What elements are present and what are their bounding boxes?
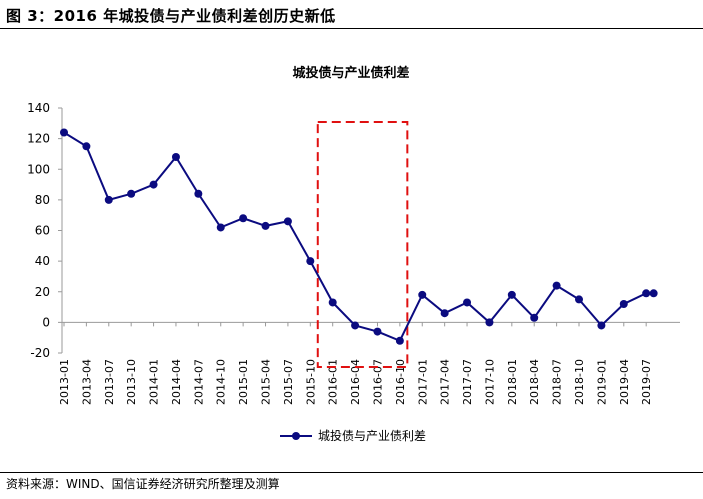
series-line [63, 131, 654, 343]
data-point [597, 321, 606, 330]
y-tick-label: 40 [35, 254, 50, 268]
x-tick-label: 2016-04 [349, 359, 362, 405]
data-point [373, 327, 382, 336]
x-tick-label: 2013-10 [125, 359, 138, 405]
x-tick-label: 2018-10 [573, 359, 586, 405]
highlight-box [316, 121, 409, 368]
x-tick-label: 2014-04 [170, 359, 183, 405]
x-tick-label: 2014-07 [192, 359, 205, 405]
data-point [328, 298, 337, 307]
data-point [149, 180, 158, 189]
x-tick-label: 2014-01 [148, 359, 161, 405]
data-point [619, 300, 628, 308]
data-point [239, 214, 248, 223]
y-axis: -20 0 20 40 60 80 100 120 140 [27, 101, 63, 360]
figure-title: 图 3：2016 年城投债与产业债利差创历史新低 [6, 7, 336, 25]
highlight-box-layer [316, 121, 409, 368]
x-tick-label: 2017-04 [439, 359, 452, 405]
data-point [283, 217, 292, 226]
data-point [351, 321, 360, 330]
x-tick-label: 2013-04 [80, 359, 93, 405]
x-tick-label: 2016-01 [327, 359, 340, 405]
y-tick-label: 0 [42, 315, 50, 329]
x-tick-label: 2017-07 [461, 359, 474, 405]
x-tick-label: 2017-01 [416, 359, 429, 405]
x-tick-label: 2017-10 [483, 359, 496, 405]
data-point [82, 142, 91, 151]
data-point [642, 289, 651, 298]
data-point [127, 189, 136, 198]
x-tick-label: 2018-07 [551, 359, 564, 405]
y-tick-label: 80 [35, 193, 50, 207]
data-point [306, 257, 315, 266]
legend-marker [292, 432, 300, 440]
series-layer [60, 128, 658, 345]
x-tick-label: 2013-07 [103, 359, 116, 405]
data-point [171, 153, 180, 161]
legend-label: 城投债与产业债利差 [318, 428, 426, 443]
x-tick-label: 2015-04 [260, 359, 273, 405]
top-divider [0, 28, 703, 29]
data-point [530, 313, 539, 322]
x-tick-label: 2015-10 [304, 359, 317, 405]
y-tick-label: 100 [27, 162, 50, 176]
x-tick-label: 2019-07 [640, 359, 653, 405]
x-tick-label: 2016-10 [394, 359, 407, 405]
data-point [194, 189, 203, 198]
y-tick-label: -20 [30, 346, 50, 360]
chart-title: 城投债与产业债利差 [292, 65, 409, 81]
data-point [485, 318, 494, 327]
data-point [395, 336, 404, 345]
source-note: 资料来源：WIND、国信证券经济研究所整理及测算 [6, 477, 280, 491]
x-tick-label: 2016-07 [371, 359, 384, 405]
data-point [575, 295, 583, 304]
x-tick-label: 2015-07 [282, 359, 295, 405]
x-tick-label: 2018-01 [506, 359, 519, 405]
data-point [552, 281, 561, 290]
data-point [261, 221, 270, 230]
x-tick-label: 2014-10 [215, 359, 228, 405]
x-axis: 2013-01 2013-04 2013-07 2013-10 2014-01 2014-… [58, 321, 680, 405]
x-tick-label: 2019-01 [595, 359, 608, 405]
y-tick-label: 60 [35, 224, 50, 238]
data-point [104, 195, 113, 204]
x-tick-label: 2018-04 [528, 359, 541, 405]
legend: 城投债与产业债利差 [280, 428, 426, 443]
y-tick-label: 140 [27, 101, 50, 115]
data-point [649, 289, 658, 298]
x-tick-label: 2015-01 [237, 359, 250, 405]
data-point [60, 128, 68, 137]
data-point [216, 223, 225, 232]
data-point [463, 298, 472, 307]
x-tick-label: 2019-04 [618, 359, 631, 405]
x-tick-label: 2013-01 [58, 359, 71, 405]
data-point [418, 290, 427, 299]
data-point [507, 290, 516, 299]
data-point [440, 309, 449, 318]
y-tick-label: 120 [27, 132, 50, 146]
bottom-divider [0, 472, 703, 473]
y-tick-label: 20 [35, 285, 50, 299]
